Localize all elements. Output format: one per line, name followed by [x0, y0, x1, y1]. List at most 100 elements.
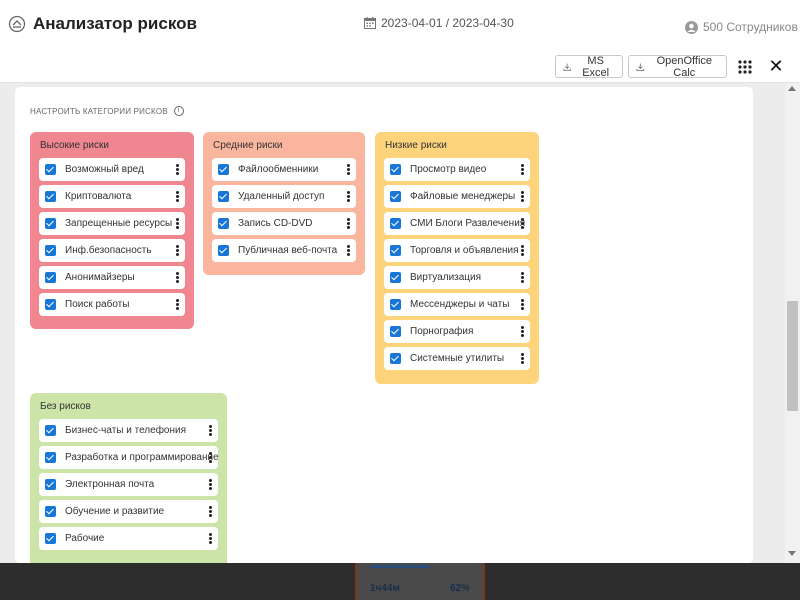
- more-options-icon[interactable]: [521, 191, 524, 202]
- category-label: Электронная почта: [65, 479, 155, 490]
- group-high-risk: Высокие риски Возможный вред Криптовалюта…: [30, 132, 194, 329]
- export-calc-button[interactable]: OpenOffice Calc: [628, 54, 727, 79]
- category-item[interactable]: Удаленный доступ: [212, 185, 356, 208]
- category-item[interactable]: Разработка и программирование: [39, 446, 219, 469]
- category-checkbox[interactable]: [45, 272, 56, 283]
- category-label: Файлообменники: [238, 164, 319, 175]
- group-title: Без рисков: [40, 401, 91, 412]
- export-excel-button[interactable]: MS Excel: [555, 54, 623, 79]
- category-checkbox[interactable]: [218, 164, 229, 175]
- category-item[interactable]: Рабочие: [39, 527, 218, 550]
- category-checkbox[interactable]: [390, 218, 401, 229]
- category-checkbox[interactable]: [390, 299, 401, 310]
- category-checkbox[interactable]: [45, 191, 56, 202]
- scrollbar-thumb[interactable]: [787, 301, 798, 411]
- more-options-icon[interactable]: [209, 506, 212, 517]
- category-checkbox[interactable]: [45, 218, 56, 229]
- category-label: СМИ Блоги Развлечения: [410, 218, 526, 229]
- category-label: Просмотр видео: [410, 164, 487, 175]
- more-options-icon[interactable]: [176, 272, 179, 283]
- category-checkbox[interactable]: [45, 479, 56, 490]
- more-options-icon[interactable]: [209, 479, 212, 490]
- category-item[interactable]: Запрещенные ресурсы: [39, 212, 185, 235]
- background-time: 1ч44м: [370, 583, 400, 594]
- export-calc-label: OpenOffice Calc: [656, 54, 713, 79]
- category-item[interactable]: Просмотр видео: [384, 158, 530, 181]
- category-label: Порнография: [410, 326, 474, 337]
- more-options-icon[interactable]: [176, 218, 179, 229]
- scroll-up-icon[interactable]: [788, 86, 796, 91]
- more-options-icon[interactable]: [521, 353, 524, 364]
- category-checkbox[interactable]: [45, 506, 56, 517]
- group-medium-risk: Средние риски Файлообменники Удаленный до…: [203, 132, 365, 275]
- category-item[interactable]: Анонимайзеры: [39, 266, 185, 289]
- category-checkbox[interactable]: [45, 452, 56, 463]
- category-item[interactable]: Возможный вред: [39, 158, 185, 181]
- more-options-icon[interactable]: [521, 164, 524, 175]
- category-item[interactable]: Электронная почта: [39, 473, 218, 496]
- employee-selector[interactable]: 500 Сотрудников: [685, 20, 798, 34]
- category-checkbox[interactable]: [390, 191, 401, 202]
- more-options-icon[interactable]: [347, 191, 350, 202]
- category-item[interactable]: Бизнес-чаты и телефония: [39, 419, 218, 442]
- category-item[interactable]: Криптовалюта: [39, 185, 185, 208]
- category-item[interactable]: Системные утилиты: [384, 347, 530, 370]
- more-options-icon[interactable]: [176, 245, 179, 256]
- category-item[interactable]: Инф.безопасность: [39, 239, 185, 262]
- group-title: Средние риски: [213, 140, 283, 151]
- category-checkbox[interactable]: [390, 164, 401, 175]
- more-options-icon[interactable]: [347, 245, 350, 256]
- more-options-icon[interactable]: [176, 164, 179, 175]
- category-item[interactable]: Файлообменники: [212, 158, 356, 181]
- category-item[interactable]: Виртуализация: [384, 266, 530, 289]
- category-item[interactable]: Файловые менеджеры: [384, 185, 530, 208]
- background-percent: 62%: [450, 583, 471, 594]
- category-label: Удаленный доступ: [238, 191, 325, 202]
- category-checkbox[interactable]: [390, 353, 401, 364]
- more-options-icon[interactable]: [521, 272, 524, 283]
- category-checkbox[interactable]: [390, 245, 401, 256]
- more-options-icon[interactable]: [176, 191, 179, 202]
- more-options-icon[interactable]: [347, 218, 350, 229]
- category-checkbox[interactable]: [390, 272, 401, 283]
- category-label: Криптовалюта: [65, 191, 132, 202]
- category-item[interactable]: Публичная веб-почта: [212, 239, 356, 262]
- category-checkbox[interactable]: [218, 218, 229, 229]
- category-item[interactable]: Порнография: [384, 320, 530, 343]
- more-options-icon[interactable]: [521, 218, 524, 229]
- category-checkbox[interactable]: [45, 425, 56, 436]
- category-item[interactable]: Мессенджеры и чаты: [384, 293, 530, 316]
- scroll-down-icon[interactable]: [788, 551, 796, 556]
- category-item[interactable]: Поиск работы: [39, 293, 185, 316]
- date-range-picker[interactable]: 2023-04-01 / 2023-04-30: [364, 16, 514, 30]
- category-checkbox[interactable]: [390, 326, 401, 337]
- category-checkbox[interactable]: [218, 191, 229, 202]
- category-checkbox[interactable]: [45, 164, 56, 175]
- more-options-icon[interactable]: [521, 245, 524, 256]
- more-options-icon[interactable]: [176, 299, 179, 310]
- category-checkbox[interactable]: [45, 245, 56, 256]
- info-icon[interactable]: i: [173, 106, 184, 116]
- more-options-icon[interactable]: [521, 299, 524, 310]
- category-label: Системные утилиты: [410, 353, 505, 364]
- category-item[interactable]: Торговля и объявления: [384, 239, 530, 262]
- apps-grid-icon[interactable]: [736, 58, 754, 76]
- category-checkbox[interactable]: [45, 299, 56, 310]
- more-options-icon[interactable]: [209, 452, 212, 463]
- calendar-icon: [364, 17, 376, 29]
- close-icon[interactable]: ✕: [768, 56, 784, 76]
- category-item[interactable]: Запись CD-DVD: [212, 212, 356, 235]
- category-checkbox[interactable]: [218, 245, 229, 256]
- category-item[interactable]: СМИ Блоги Развлечения: [384, 212, 530, 235]
- more-options-icon[interactable]: [347, 164, 350, 175]
- more-options-icon[interactable]: [209, 533, 212, 544]
- app-logo-icon: [8, 15, 26, 33]
- background-progress-bar: [370, 565, 430, 568]
- category-checkbox[interactable]: [45, 533, 56, 544]
- export-excel-label: MS Excel: [582, 54, 610, 79]
- more-options-icon[interactable]: [209, 425, 212, 436]
- category-label: Запрещенные ресурсы: [65, 218, 173, 229]
- more-options-icon[interactable]: [521, 326, 524, 337]
- category-label: Запись CD-DVD: [238, 218, 313, 229]
- category-item[interactable]: Обучение и развитие: [39, 500, 218, 523]
